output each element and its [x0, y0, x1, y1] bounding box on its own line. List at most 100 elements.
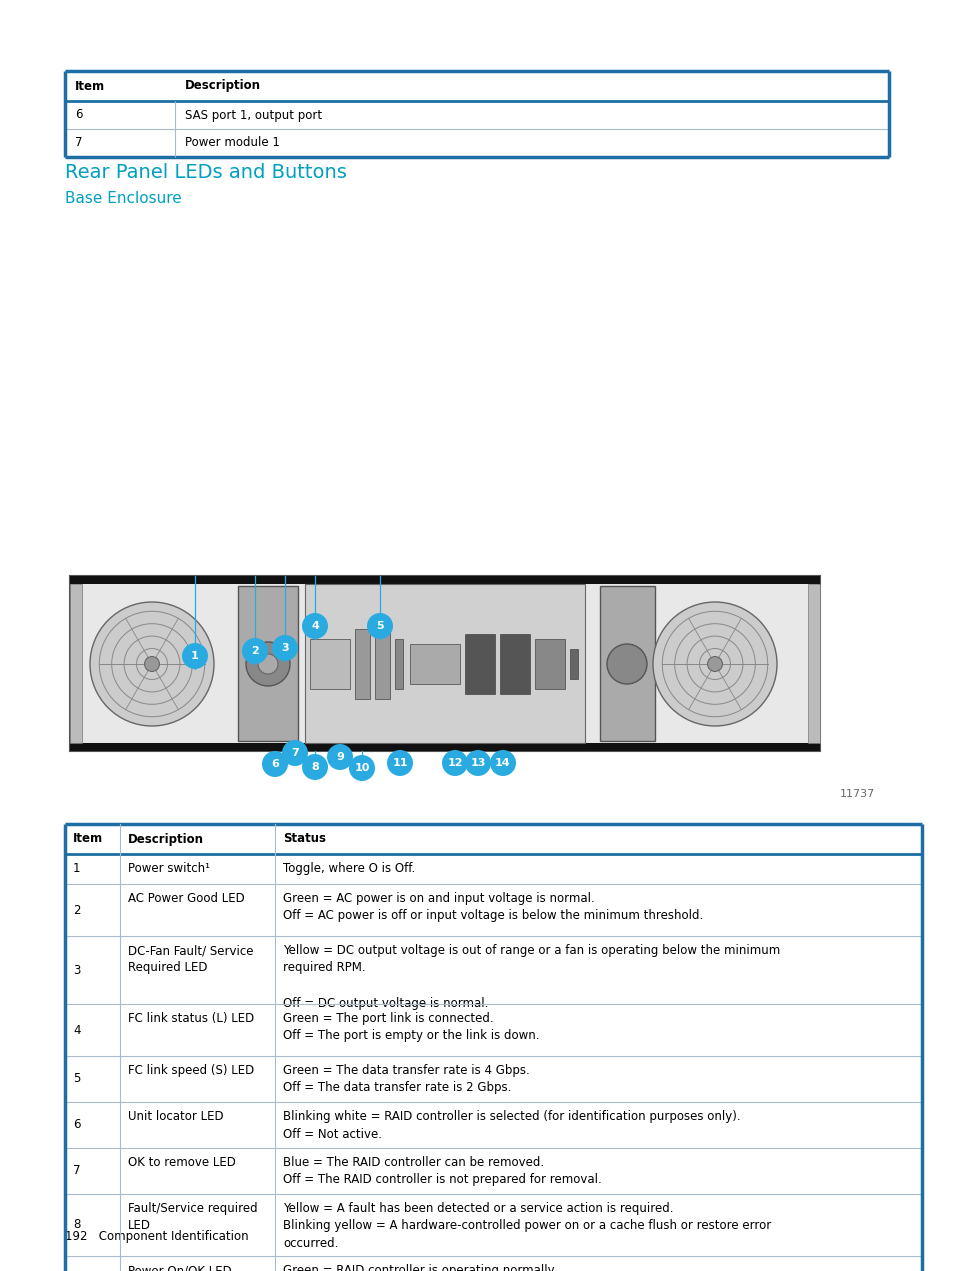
Text: 10: 10 [354, 763, 370, 773]
Bar [535, 639, 564, 689]
Text: 5: 5 [375, 622, 383, 630]
Text: 11737: 11737 [840, 789, 874, 799]
Circle shape [302, 754, 328, 780]
Text: 3: 3 [281, 643, 289, 653]
Bar [395, 639, 402, 689]
Circle shape [257, 655, 277, 674]
Text: 11: 11 [392, 758, 407, 768]
Text: 7: 7 [291, 749, 298, 758]
Text: Base Enclosure: Base Enclosure [65, 191, 182, 206]
Text: OK to remove LED: OK to remove LED [128, 1157, 235, 1169]
Bar [65, 1004, 921, 1056]
Text: 192   Component Identification: 192 Component Identification [65, 1230, 249, 1243]
Text: Rear Panel LEDs and Buttons: Rear Panel LEDs and Buttons [65, 163, 347, 182]
Text: Power On/OK LED: Power On/OK LED [128, 1263, 232, 1271]
Bar [65, 885, 921, 935]
Circle shape [145, 657, 159, 671]
Text: 6: 6 [75, 108, 82, 122]
Text: Description: Description [128, 833, 204, 845]
Bar [65, 1056, 921, 1102]
Text: 5: 5 [73, 1073, 80, 1085]
Bar [599, 586, 655, 741]
Circle shape [302, 613, 328, 639]
Text: Green = RAID controller is operating normally.
Off = RAID controller is not OK.: Green = RAID controller is operating nor… [283, 1263, 557, 1271]
Text: 4: 4 [311, 622, 318, 630]
Text: AC Power Good LED: AC Power Good LED [128, 892, 245, 905]
Circle shape [606, 644, 646, 684]
Bar [65, 1193, 921, 1256]
Bar [569, 649, 578, 679]
Text: DC-Fan Fault/ Service
Required LED: DC-Fan Fault/ Service Required LED [128, 944, 253, 974]
Text: Blinking white = RAID controller is selected (for identification purposes only).: Blinking white = RAID controller is sele… [283, 1110, 740, 1140]
Text: 3: 3 [73, 963, 80, 976]
Bar [464, 634, 495, 694]
Circle shape [262, 751, 288, 777]
Bar [65, 1148, 921, 1193]
Bar [70, 576, 820, 583]
Text: 7: 7 [75, 136, 82, 150]
Circle shape [652, 602, 776, 726]
Bar [65, 100, 888, 128]
Bar [310, 639, 350, 689]
Bar [499, 634, 530, 694]
Bar [70, 583, 82, 744]
Bar [355, 629, 370, 699]
Circle shape [490, 750, 516, 777]
Text: Yellow = DC output voltage is out of range or a fan is operating below the minim: Yellow = DC output voltage is out of ran… [283, 944, 780, 1009]
Text: 13: 13 [470, 758, 485, 768]
Bar [410, 644, 459, 684]
Bar [70, 744, 820, 751]
Text: Blue = The RAID controller can be removed.
Off = The RAID controller is not prep: Blue = The RAID controller can be remove… [283, 1157, 601, 1187]
Text: Status: Status [283, 833, 326, 845]
Text: 2: 2 [251, 646, 258, 656]
Text: 1: 1 [73, 863, 80, 876]
Circle shape [282, 740, 308, 766]
Text: Toggle, where O is Off.: Toggle, where O is Off. [283, 862, 415, 874]
Text: 6: 6 [73, 1118, 80, 1131]
Text: Item: Item [73, 833, 103, 845]
Circle shape [707, 657, 721, 671]
Text: Green = The data transfer rate is 4 Gbps.
Off = The data transfer rate is 2 Gbps: Green = The data transfer rate is 4 Gbps… [283, 1064, 529, 1094]
Text: 12: 12 [447, 758, 462, 768]
Text: 2: 2 [73, 904, 80, 916]
Bar [65, 1102, 921, 1148]
Text: FC link status (L) LED: FC link status (L) LED [128, 1012, 254, 1024]
Text: 9: 9 [335, 752, 344, 763]
Text: 4: 4 [73, 1023, 80, 1036]
Bar [807, 583, 820, 744]
Bar [65, 1256, 921, 1271]
Text: Description: Description [185, 80, 261, 93]
Circle shape [246, 642, 290, 686]
Circle shape [182, 643, 208, 669]
Text: FC link speed (S) LED: FC link speed (S) LED [128, 1064, 254, 1077]
Bar [237, 586, 297, 741]
Text: Power switch¹: Power switch¹ [128, 862, 210, 874]
Bar [70, 576, 820, 751]
Bar [65, 854, 921, 885]
Text: SAS port 1, output port: SAS port 1, output port [185, 108, 322, 122]
Circle shape [464, 750, 491, 777]
Circle shape [242, 638, 268, 663]
Bar [65, 128, 888, 158]
Bar [65, 71, 888, 100]
Circle shape [349, 755, 375, 780]
Text: 8: 8 [311, 763, 318, 771]
Text: Unit locator LED: Unit locator LED [128, 1110, 223, 1124]
Bar [305, 583, 584, 744]
Text: 7: 7 [73, 1164, 80, 1177]
Text: Green = The port link is connected.
Off = The port is empty or the link is down.: Green = The port link is connected. Off … [283, 1012, 539, 1042]
Circle shape [441, 750, 468, 777]
Bar [65, 935, 921, 1004]
Circle shape [387, 750, 413, 777]
Text: Green = AC power is on and input voltage is normal.
Off = AC power is off or inp: Green = AC power is on and input voltage… [283, 892, 702, 923]
Text: Yellow = A fault has been detected or a service action is required.
Blinking yel: Yellow = A fault has been detected or a … [283, 1202, 770, 1249]
Text: 14: 14 [495, 758, 510, 768]
Text: 8: 8 [73, 1219, 80, 1232]
Text: Power module 1: Power module 1 [185, 136, 279, 150]
Circle shape [327, 744, 353, 770]
Circle shape [367, 613, 393, 639]
Text: 6: 6 [271, 759, 278, 769]
Circle shape [272, 636, 297, 661]
Text: Fault/Service required
LED: Fault/Service required LED [128, 1202, 257, 1232]
Text: Item: Item [75, 80, 105, 93]
